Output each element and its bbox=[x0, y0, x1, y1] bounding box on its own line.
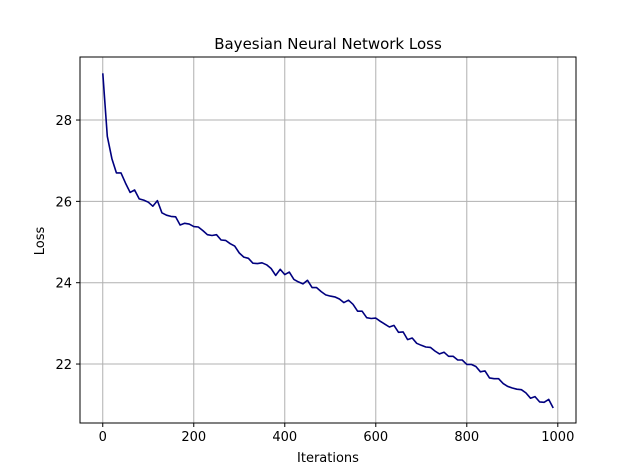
x-tick-label: 0 bbox=[99, 430, 107, 445]
x-tick-label: 600 bbox=[363, 430, 388, 445]
x-tick-label: 400 bbox=[272, 430, 297, 445]
y-tick-label: 22 bbox=[55, 358, 72, 373]
loss-series-line bbox=[102, 73, 554, 409]
plot-frame bbox=[79, 56, 577, 424]
x-tick-label: 200 bbox=[181, 430, 206, 445]
y-tick-label: 24 bbox=[55, 277, 72, 292]
x-tick-label: 1000 bbox=[541, 430, 574, 445]
y-axis-label: Loss bbox=[33, 227, 48, 256]
y-tick-label: 28 bbox=[55, 114, 72, 129]
x-tick-label: 800 bbox=[454, 430, 479, 445]
axis-ticks: 0 200 400 600 800 1000 22 24 26 28 bbox=[55, 114, 574, 445]
chart-title: Bayesian Neural Network Loss bbox=[214, 35, 442, 53]
x-axis-label: Iterations bbox=[297, 451, 359, 466]
grid-lines bbox=[80, 57, 576, 423]
y-tick-label: 26 bbox=[55, 195, 72, 210]
